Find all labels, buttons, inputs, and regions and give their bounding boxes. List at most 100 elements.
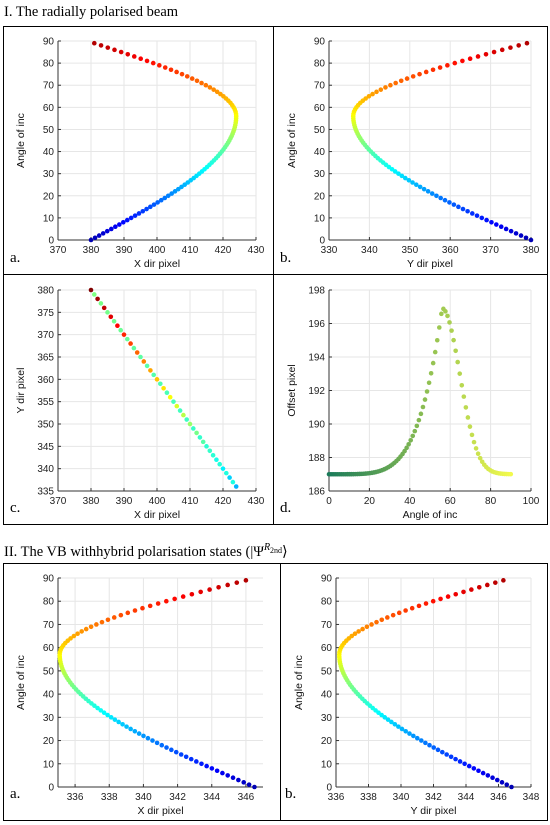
chart-2b-data-point xyxy=(369,622,374,627)
chart-2a-ytick-label: 30 xyxy=(43,713,55,724)
chart-2a-data-point xyxy=(225,582,230,588)
chart-1b-ytick-label: 70 xyxy=(314,81,326,92)
chart-1d-data-point xyxy=(432,349,438,355)
chart-1b-data-point xyxy=(414,182,419,188)
chart-1c-xtick-label: 380 xyxy=(83,496,100,507)
chart-1c-ytick-label: 345 xyxy=(37,442,54,453)
chart-1b-xtick-label: 340 xyxy=(361,245,378,256)
chart-1d-data-point xyxy=(465,415,471,420)
chart-2a-ytick-label: 10 xyxy=(43,759,55,770)
chart-2b-ylabel: Angle of inc xyxy=(293,655,305,710)
chart-1b-data-point xyxy=(396,171,401,176)
chart-1d-data-point xyxy=(463,405,469,410)
chart-1c-data-point xyxy=(154,377,160,382)
chart-1c-data-point xyxy=(167,394,173,400)
chart-2a-ytick-label: 80 xyxy=(43,597,55,608)
chart-1c-data-point xyxy=(174,403,180,409)
chart-2b-ytick-label: 20 xyxy=(321,736,333,747)
chart-1c-data-point xyxy=(98,301,104,306)
chart-2b-data-point xyxy=(409,605,415,611)
chart-2b-data-point xyxy=(403,728,409,734)
chart-2a-data-point xyxy=(164,745,169,750)
chart-2b-data-point xyxy=(379,617,385,623)
chart-1b-data-point xyxy=(516,43,521,48)
chart-1b-ytick-label: 30 xyxy=(314,169,326,180)
chart-1a-xtick-label: 370 xyxy=(50,245,67,256)
chart-1b-ytick-label: 0 xyxy=(319,236,325,247)
chart-1d-xtick-label: 80 xyxy=(485,496,497,507)
chart-1d-xtick-label: 60 xyxy=(445,496,457,507)
chart-2a-data-point xyxy=(79,629,84,634)
chart-1b-data-point xyxy=(410,74,416,79)
chart-2a-data-point xyxy=(164,598,169,604)
chart-2b-data-point xyxy=(453,591,459,597)
chart-1c-data-point xyxy=(151,372,156,378)
chart-1a-data-point xyxy=(105,45,111,50)
chart-1b-data-point xyxy=(393,80,398,86)
chart-2a-data-point xyxy=(105,617,111,623)
chart-2a-data-point xyxy=(198,589,203,595)
chart-2b-xtick-label: 340 xyxy=(393,792,410,803)
chart-2a-data-point xyxy=(75,631,80,637)
chart-2b-data-point xyxy=(469,587,474,592)
chart-2b-data-point xyxy=(476,768,481,774)
chart-2b-data-point xyxy=(431,745,437,750)
chart-2a-data-point xyxy=(71,633,77,639)
chart-2b-ytick-label: 0 xyxy=(326,783,332,794)
chart-2b-ytick-label: 40 xyxy=(321,690,333,701)
chart-1c-data-point xyxy=(214,457,219,463)
chart-panel-1b: 330 340 350 360 370 380 0 10 20 30 40 50 60 70 80 90 Y d… xyxy=(275,27,547,273)
chart-2a-data-point xyxy=(173,749,179,755)
chart-1a-ytick-label: 20 xyxy=(43,191,55,202)
chart-1a-data-point xyxy=(199,80,204,86)
chart-1b-data-point xyxy=(479,215,485,221)
chart-2a-data-point xyxy=(194,759,199,764)
chart-2a-data-point xyxy=(125,610,131,616)
chart-1b-data-point xyxy=(460,206,466,212)
chart-1c-data-point xyxy=(118,327,123,333)
chart-1c-data-point xyxy=(111,318,117,324)
chart-2b-data-point xyxy=(466,763,472,769)
chart-1c-data-point xyxy=(121,332,127,337)
chart-2b-data-point xyxy=(389,719,394,725)
chart-1b-data-point xyxy=(491,49,497,55)
chart-1a-ytick-label: 0 xyxy=(48,236,54,247)
chart-2a-ytick-label: 20 xyxy=(43,736,55,747)
chart-1b-data-point xyxy=(524,40,530,46)
chart-1b-data-point xyxy=(489,220,494,225)
chart-1d-data-point xyxy=(477,455,483,461)
section-title-2-text: II. The VB withhybrid polarisation state… xyxy=(4,543,264,560)
chart-2a-ytick-label: 40 xyxy=(43,690,55,701)
chart-2b-xtick-label: 348 xyxy=(523,792,540,803)
chart-1b-data-point xyxy=(503,226,509,232)
chart-1d-data-point xyxy=(459,382,465,388)
chart-1d-data-point xyxy=(508,471,514,477)
chart-2b-data-point xyxy=(403,608,408,613)
chart-2a-xtick-label: 344 xyxy=(203,792,220,803)
chart-1c-xtick-label: 390 xyxy=(116,496,133,507)
chart-2a-data-point xyxy=(234,580,240,585)
chart-1b-data-point xyxy=(508,45,513,50)
chart-2b-data-point xyxy=(445,594,451,599)
chart-1a-data-point xyxy=(162,65,168,70)
chart-1a-data-point xyxy=(98,43,104,48)
chart-1c-ytick-label: 365 xyxy=(37,353,54,364)
chart-1c-data-point xyxy=(197,435,203,440)
chart-1c-data-point xyxy=(95,296,100,302)
chart-1c-data-point xyxy=(177,408,183,413)
chart-2a-ytick-label: 90 xyxy=(43,574,55,585)
chart-1b-data-point xyxy=(374,89,379,95)
chart-2a-data-point xyxy=(172,596,177,602)
panel-label-2a: a. xyxy=(10,786,21,802)
chart-2b-data-point xyxy=(392,722,398,727)
chart-1b-data-point xyxy=(370,91,375,97)
chart-1a-data-point xyxy=(214,89,220,95)
chart-2a-data-point xyxy=(216,584,221,590)
chart-1c-data-point xyxy=(161,385,166,391)
chart-1a-data-point xyxy=(157,63,162,68)
chart-1a-data-point xyxy=(112,47,117,53)
chart-1a-data-point xyxy=(92,40,97,46)
chart-1c-xtick-label: 400 xyxy=(149,496,166,507)
chart-1d-data-point xyxy=(469,432,475,438)
chart-1b-data-point xyxy=(451,202,457,207)
